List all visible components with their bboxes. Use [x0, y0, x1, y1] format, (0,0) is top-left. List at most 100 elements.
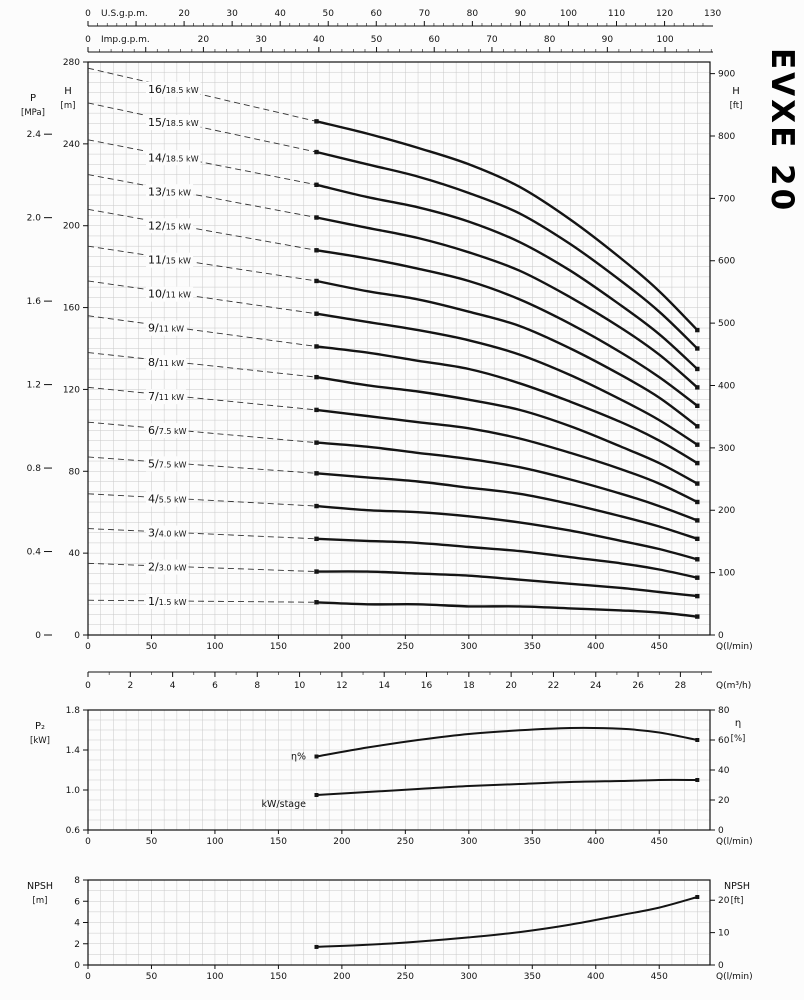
axis-tick-label: 24	[590, 681, 602, 691]
axis-tick-label: 600	[718, 257, 735, 267]
axis-title: H	[64, 86, 72, 97]
pump-curve-extension	[87, 245, 317, 282]
main-plot-frame	[87, 61, 711, 636]
axis-tick-label: 70	[486, 35, 498, 45]
curve-endpoint-marker	[314, 407, 319, 413]
pump-curve-8: 8/11 kW	[87, 352, 700, 486]
pump-curve	[315, 504, 699, 561]
axis-tick-label: 100	[656, 35, 673, 45]
curve-endpoint-marker	[695, 499, 700, 505]
curve-power-label: 5.5 kW	[159, 496, 187, 505]
pump-curve	[315, 537, 699, 579]
pump-curve	[315, 472, 699, 540]
axis-tick-label: 300	[460, 837, 477, 847]
curve-endpoint-marker	[695, 738, 700, 742]
pump-curve	[315, 120, 699, 332]
curve-endpoint-marker	[314, 471, 319, 476]
axis-tick-label: 160	[63, 304, 80, 314]
curve-power-label: 11 kW	[159, 393, 184, 402]
pump-curve	[315, 441, 699, 522]
axis-tick-label: 300	[718, 444, 735, 454]
series-kw: kW/stage	[262, 778, 700, 810]
curve-endpoint-marker	[314, 569, 319, 574]
main-grid	[88, 62, 710, 635]
curve-endpoint-marker	[314, 944, 319, 949]
pump-curve-extension	[87, 528, 317, 540]
curve-endpoint-marker	[314, 600, 319, 605]
pump-curve-extension	[87, 386, 317, 411]
curve-power-label: 11 kW	[159, 359, 184, 368]
axis-tick-label: 150	[270, 837, 287, 847]
axis-tick-label: 200	[333, 972, 350, 982]
axis-tick-label: 0	[35, 631, 41, 641]
curve-power-label: 15 kW	[166, 222, 191, 231]
axis-tick-label: 40	[69, 549, 81, 559]
curve-power-label: 11 kW	[159, 325, 184, 334]
pump-curve-16: 16/18.5 kW	[87, 67, 700, 333]
curve-label-bg	[146, 594, 189, 610]
axis-tick-label: 100	[206, 642, 223, 652]
axis-title: U.S.g.p.m.	[101, 9, 148, 19]
axis-title: [m]	[33, 896, 48, 906]
axis-tick-label: 2.0	[27, 214, 42, 224]
curve-label: 3/4.0 kW	[148, 527, 187, 540]
curve-stage-label: 8/	[148, 356, 159, 369]
axis-tick-label: 0	[85, 35, 91, 45]
x-axis: 0 50 100 150 200 250 300 350 400 450 Q(l/min)	[85, 635, 753, 652]
axis-tick-label: 150	[270, 642, 287, 652]
pump-curve	[315, 312, 699, 446]
curve-label-bg	[146, 456, 189, 472]
axis-tick-label: 280	[63, 58, 80, 68]
curve-endpoint-marker	[314, 215, 319, 220]
axis-tick-label: 800	[718, 132, 735, 142]
pump-curve-extension	[87, 139, 317, 186]
axis-tick-label: 60	[371, 9, 383, 19]
curve-endpoint-marker	[695, 366, 700, 372]
curve-power-label: 11 kW	[166, 291, 191, 300]
axis-tick-label: 1.2	[27, 381, 41, 391]
series-label: kW/stage	[262, 799, 307, 810]
pump-curve-5: 5/7.5 kW	[87, 456, 700, 542]
axis-tick-label: 50	[323, 9, 335, 19]
curve-endpoint-marker	[695, 346, 700, 351]
axis-tick-label: 2	[127, 681, 133, 691]
pump-curve-extension	[87, 315, 317, 347]
curve-power-label: 4.0 kW	[159, 530, 187, 539]
pump-curve	[315, 601, 699, 618]
axis-tick-label: 100	[718, 569, 735, 579]
pump-curve	[315, 375, 699, 485]
pump-curve-4: 4/5.5 kW	[87, 491, 700, 562]
axis-tick-label: 100	[206, 972, 223, 982]
axis-tick-label: 450	[651, 837, 668, 847]
curve-stage-label: 13/	[148, 185, 166, 198]
axis-tick-label: 28	[675, 681, 687, 691]
curve-endpoint-marker	[314, 536, 319, 542]
curve-endpoint-marker	[695, 403, 700, 408]
power-y-axes: 0.6 1.0 1.4 1.8 0 20 40 60 80	[66, 706, 730, 836]
axis-tick-label: 20	[505, 681, 517, 691]
curve-label: 5/7.5 kW	[148, 457, 187, 470]
series-curve	[315, 778, 699, 796]
pump-curve-extension	[87, 208, 317, 251]
pump-curve-6: 6/7.5 kW	[87, 421, 700, 523]
axis-title: Imp.g.p.m.	[101, 35, 150, 45]
curve-label-bg	[146, 423, 189, 439]
curve-endpoint-marker	[314, 119, 319, 124]
axis-tick-label: 1.6	[27, 297, 42, 307]
curve-label: 6/7.5 kW	[148, 424, 187, 437]
pump-curve-1: 1/1.5 kW	[87, 594, 700, 619]
axis-tick-label: 0	[85, 681, 91, 691]
axis-tick-label: 6	[74, 897, 80, 907]
curve-label-bg	[146, 355, 187, 371]
axis-tick-label: 500	[718, 319, 735, 329]
axis-tick-label: 200	[333, 837, 350, 847]
axis-tick-label: 0	[85, 972, 91, 982]
axis-tick-label: 90	[515, 9, 527, 19]
axis-title: [m]	[61, 101, 76, 111]
axis-tick-label: 50	[146, 837, 158, 847]
npsh-y-axes: 0 2 4 6 8 0 10 20	[74, 876, 729, 971]
axis-tick-label: 350	[524, 837, 541, 847]
pump-curve	[315, 345, 699, 465]
axis-tick-label: 12	[336, 681, 347, 691]
axis-title: P₂	[35, 721, 45, 732]
